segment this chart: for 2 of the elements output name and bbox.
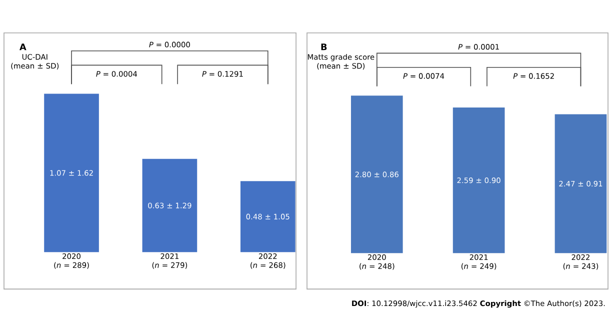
chart-title: B (321, 44, 327, 50)
chart-title: A (20, 44, 26, 50)
